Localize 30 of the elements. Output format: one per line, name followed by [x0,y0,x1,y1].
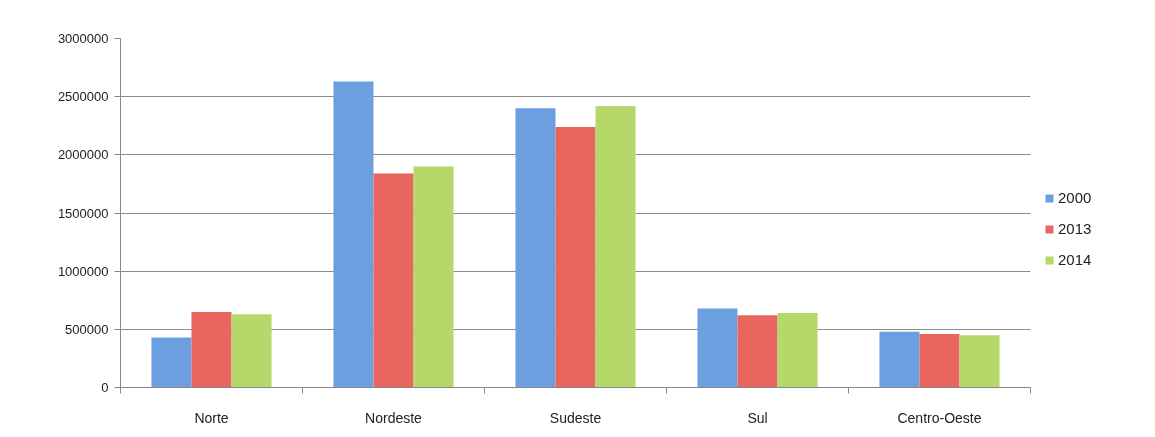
bar [919,333,960,388]
y-tick-label: 2000000 [57,147,109,163]
legend-label: 2000 [1058,189,1092,206]
bar [515,108,556,388]
y-tick-label: 500000 [65,321,109,337]
x-tick-label: Norte [194,409,229,426]
x-tick-label: Nordeste [365,409,423,426]
bar [879,331,920,388]
bar [697,308,738,388]
bar [959,335,1000,388]
bar [373,173,414,388]
y-tick-label: 1500000 [57,205,109,221]
y-tick-label: 0 [101,380,109,395]
legend-label: 2013 [1058,220,1092,237]
bar [413,166,454,388]
bar [595,105,636,388]
bar [333,81,374,388]
y-tick-label: 3000000 [57,31,109,46]
bar [777,313,818,388]
x-tick-label: Centro-Oeste [897,409,982,426]
bar [191,311,232,388]
bar [555,126,596,388]
bar [151,337,192,388]
y-tick-label: 2500000 [57,89,109,105]
bar [231,314,272,388]
y-tick-label: 1000000 [57,263,109,279]
x-tick-label: Sudeste [549,409,602,426]
bar [737,315,778,388]
legend-label: 2014 [1058,251,1092,268]
x-tick-label: Sul [747,409,768,426]
